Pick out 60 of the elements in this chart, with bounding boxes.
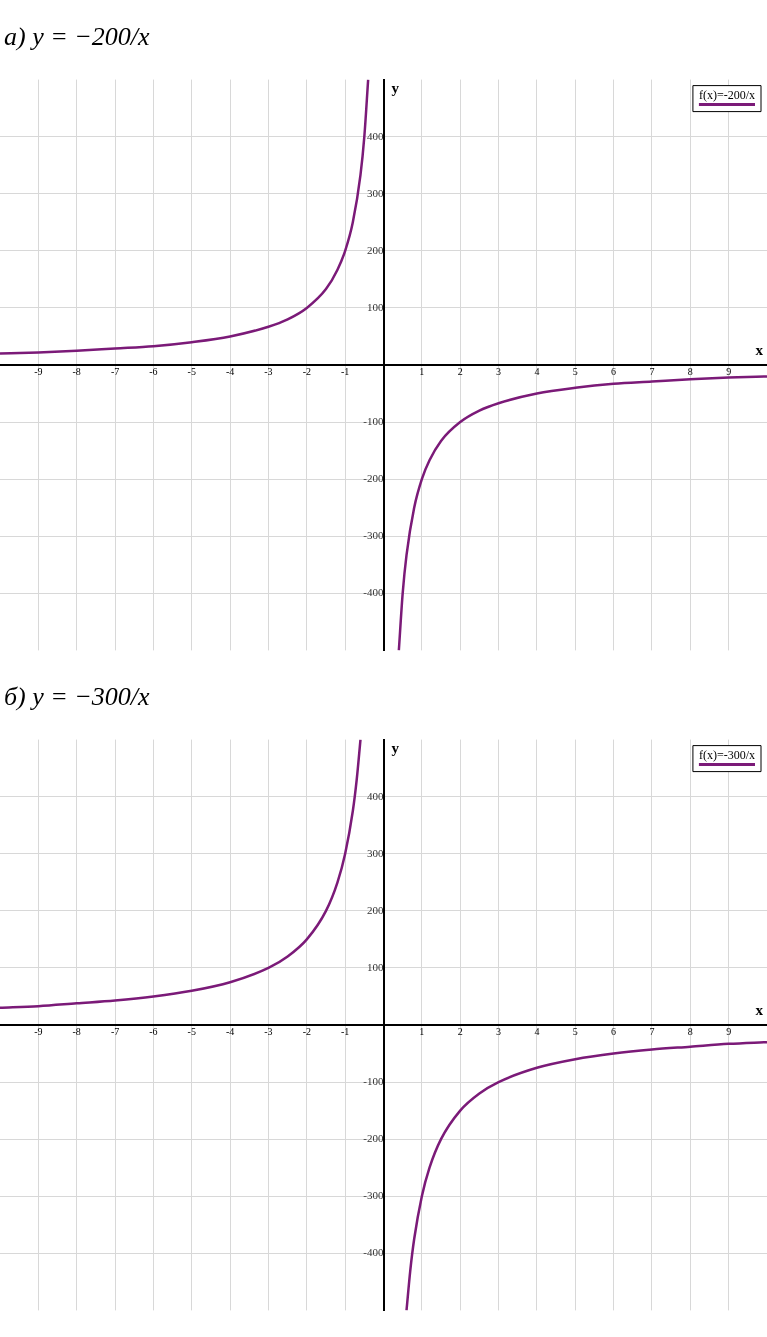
x-tick-label: -1 <box>340 1025 350 1037</box>
x-tick-label: 3 <box>496 1025 502 1037</box>
y-tick-label: 200 <box>367 243 384 256</box>
x-tick-label: 2 <box>457 1025 463 1037</box>
x-tick-label: -1 <box>340 365 350 377</box>
x-tick-label: -9 <box>34 1025 43 1037</box>
y-axis-title: y <box>391 739 400 756</box>
y-tick-label: -400 <box>363 1246 384 1259</box>
x-tick-label: 6 <box>611 1025 617 1037</box>
x-tick-label: 6 <box>611 365 617 377</box>
y-tick-label: 200 <box>367 903 384 916</box>
x-tick-label: -8 <box>72 1025 81 1037</box>
x-tick-label: -3 <box>264 365 273 377</box>
chart-title: а) y = −200/x <box>3 21 151 53</box>
y-tick-label: 300 <box>367 846 384 859</box>
chart-title: б) y = −300/x <box>3 681 151 713</box>
x-tick-label: 5 <box>572 1025 578 1037</box>
x-tick-label: -4 <box>225 365 235 377</box>
y-tick-label: 400 <box>367 789 384 802</box>
x-tick-label: 1 <box>419 1025 425 1037</box>
y-tick-label: -100 <box>363 414 384 427</box>
x-tick-label: 8 <box>687 1025 693 1037</box>
text: f(x)=-200/x <box>698 87 756 102</box>
y-axis-title: y <box>391 79 400 96</box>
x-tick-label: 8 <box>687 365 693 377</box>
x-tick-label: 9 <box>726 365 732 377</box>
x-axis-title: x <box>755 1002 764 1019</box>
x-tick-label: -5 <box>187 1025 196 1037</box>
x-axis-title: x <box>755 342 764 359</box>
y-tick-label: -400 <box>363 586 384 599</box>
x-tick-label: 4 <box>534 1025 540 1037</box>
x-tick-label: -9 <box>34 365 43 377</box>
y-tick-label: 100 <box>367 300 384 313</box>
y-tick-label: 400 <box>367 129 384 142</box>
x-tick-label: 2 <box>457 365 463 377</box>
x-tick-label: -2 <box>302 1025 311 1037</box>
x-tick-label: -4 <box>225 1025 235 1037</box>
y-tick-label: -200 <box>363 472 384 485</box>
x-tick-label: -6 <box>149 365 158 377</box>
x-tick-label: -7 <box>110 1025 120 1037</box>
x-tick-label: 9 <box>726 1025 732 1037</box>
x-tick-label: -5 <box>187 365 196 377</box>
x-tick-label: -8 <box>72 365 81 377</box>
y-tick-label: 300 <box>367 186 384 199</box>
x-tick-label: -2 <box>302 365 311 377</box>
x-tick-label: 5 <box>572 365 578 377</box>
y-tick-label: -100 <box>363 1074 384 1087</box>
x-tick-label: -7 <box>110 365 120 377</box>
x-tick-label: 4 <box>534 365 540 377</box>
y-tick-label: 100 <box>367 960 384 973</box>
text: f(x)=-300/x <box>698 747 756 762</box>
x-tick-label: 3 <box>496 365 502 377</box>
y-tick-label: -300 <box>363 1189 384 1202</box>
x-tick-label: 7 <box>649 365 655 377</box>
x-tick-label: 7 <box>649 1025 655 1037</box>
x-tick-label: -3 <box>264 1025 273 1037</box>
y-tick-label: -200 <box>363 1132 384 1145</box>
x-tick-label: 1 <box>419 365 425 377</box>
x-tick-label: -6 <box>149 1025 158 1037</box>
y-tick-label: -300 <box>363 529 384 542</box>
